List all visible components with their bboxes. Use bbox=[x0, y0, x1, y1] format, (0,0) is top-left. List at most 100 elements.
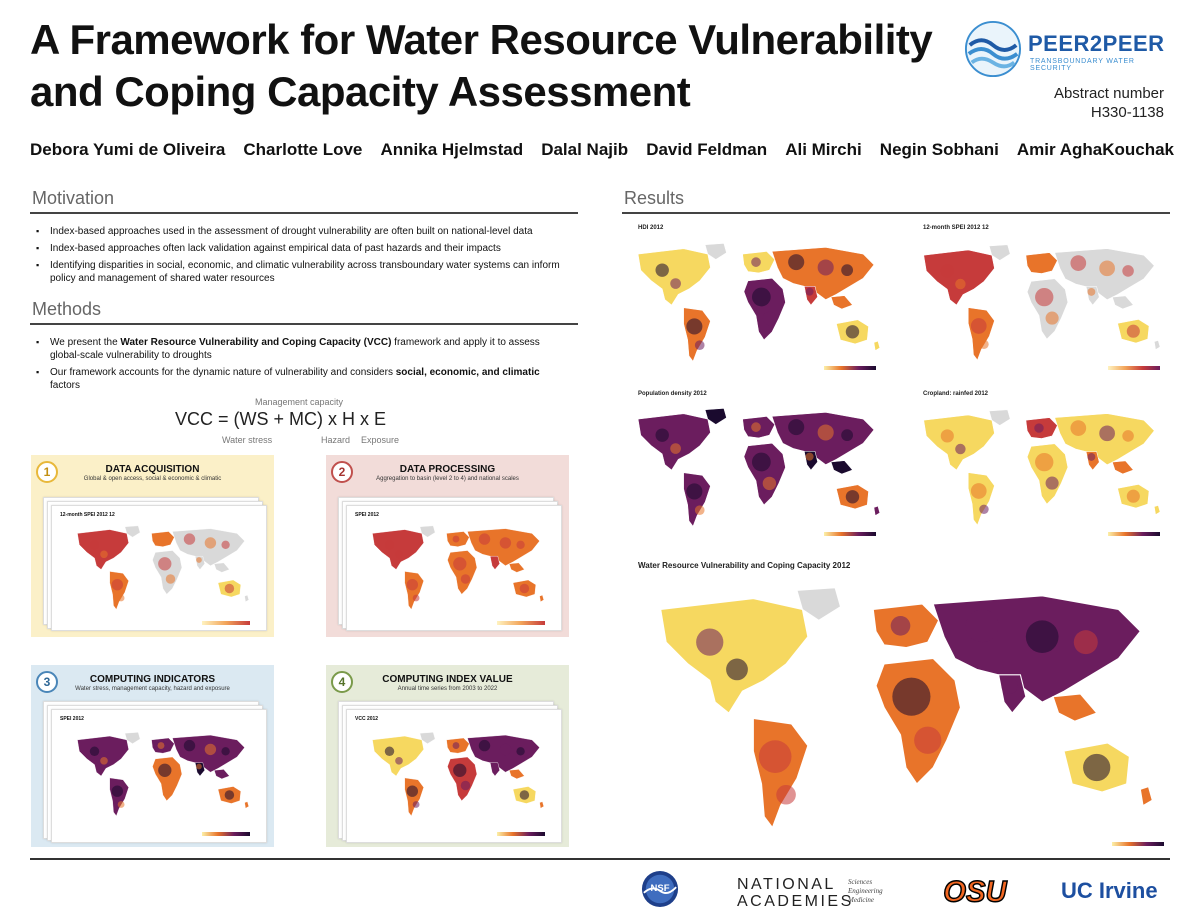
map-sheet: VCC 2012 bbox=[346, 709, 562, 843]
map-value-patch bbox=[670, 278, 681, 289]
map-value-patch bbox=[158, 763, 172, 777]
map-value-patch bbox=[1070, 255, 1087, 271]
water-wave-icon bbox=[964, 20, 1022, 78]
map-value-patch bbox=[955, 443, 966, 455]
map-value-patch bbox=[845, 325, 860, 339]
map-value-patch bbox=[762, 476, 777, 491]
map-value-patch bbox=[491, 763, 497, 770]
landmass-shape bbox=[988, 244, 1011, 261]
color-legend bbox=[1112, 842, 1164, 846]
title-line-2: and Coping Capacity Assessment bbox=[30, 68, 691, 115]
map-value-patch bbox=[1034, 423, 1044, 433]
svg-text:NSF: NSF bbox=[651, 883, 670, 894]
map-value-patch bbox=[499, 743, 512, 756]
landmass-shape bbox=[1139, 785, 1153, 807]
abstract-number: Abstract number H330-1138 bbox=[1054, 84, 1164, 122]
author: Debora Yumi de Oliveira bbox=[30, 140, 226, 159]
author: Annika Hjelmstad bbox=[380, 140, 524, 159]
equation-label-hazard: Hazard bbox=[321, 435, 351, 445]
author: Negin Sobhani bbox=[879, 140, 999, 159]
world-map-indicators bbox=[77, 732, 250, 817]
landmass-shape bbox=[1052, 693, 1098, 722]
color-legend bbox=[202, 832, 250, 836]
landmass-shape bbox=[683, 307, 711, 362]
step-number: 1 bbox=[36, 461, 58, 483]
map-value-patch bbox=[519, 583, 530, 594]
bullet-item: Our framework accounts for the dynamic n… bbox=[32, 366, 562, 392]
methods-heading: Methods bbox=[32, 299, 102, 319]
world-map-spei bbox=[923, 244, 1161, 361]
step-title: COMPUTING INDEX VALUE bbox=[382, 674, 513, 685]
step-number: 3 bbox=[36, 671, 58, 693]
nsf-logo: NSF bbox=[641, 870, 679, 908]
map-value-patch bbox=[758, 740, 792, 773]
map-value-patch bbox=[453, 557, 467, 571]
landmass-shape bbox=[875, 657, 962, 785]
landmass-shape bbox=[244, 594, 250, 603]
map-value-patch bbox=[655, 263, 669, 277]
map-value-patch bbox=[788, 254, 805, 271]
landmass-shape bbox=[109, 777, 129, 817]
abstract-value: H330-1138 bbox=[1090, 104, 1164, 121]
map-value-patch bbox=[1099, 425, 1115, 442]
map-value-patch bbox=[776, 784, 796, 805]
map-value-patch bbox=[499, 537, 512, 549]
map-value-patch bbox=[384, 746, 395, 757]
title-line-1: A Framework for Water Resource Vulnerabi… bbox=[30, 16, 933, 63]
landmass-shape bbox=[1026, 278, 1069, 340]
landmass-shape bbox=[539, 594, 545, 603]
map-value-patch bbox=[406, 785, 418, 797]
map-value-patch bbox=[478, 739, 491, 752]
map-value-patch bbox=[805, 287, 814, 296]
map-label: HDI 2012 bbox=[638, 225, 664, 231]
map-value-patch bbox=[412, 801, 420, 808]
map-value-patch bbox=[165, 574, 176, 584]
map-value-patch bbox=[914, 726, 942, 754]
world-map-hdi bbox=[637, 243, 881, 362]
author: Ali Mirchi bbox=[785, 140, 862, 159]
color-legend bbox=[497, 621, 545, 625]
map-value-patch bbox=[751, 257, 761, 267]
bullet-item: Index-based approaches used in the asses… bbox=[32, 225, 577, 238]
map-value-patch bbox=[111, 785, 123, 797]
map-value-patch bbox=[100, 757, 108, 765]
map-label: Population density 2012 bbox=[638, 391, 707, 397]
world-map-vcc-2012 bbox=[660, 587, 1153, 829]
landmass-shape bbox=[743, 277, 786, 341]
landmass-shape bbox=[213, 769, 230, 780]
world-map-vcc bbox=[372, 732, 545, 817]
poster-title: A Framework for Water Resource Vulnerabi… bbox=[30, 14, 950, 118]
step-number: 4 bbox=[331, 671, 353, 693]
map-value-patch bbox=[452, 535, 460, 543]
map-value-patch bbox=[751, 452, 771, 472]
landmass-shape bbox=[873, 340, 881, 351]
color-legend bbox=[824, 366, 876, 370]
step-panel-data-processing: 2 DATA PROCESSING Aggregation to basin (… bbox=[326, 455, 569, 637]
map-value-patch bbox=[1122, 430, 1134, 442]
map-value-patch bbox=[940, 429, 954, 443]
landmass-shape bbox=[447, 756, 478, 801]
peer2peer-logo: PEER2PEER TRANSBOUNDARY WATER SECURITY bbox=[964, 20, 1174, 80]
map-value-patch bbox=[196, 557, 202, 563]
map-value-patch bbox=[1073, 630, 1098, 655]
world-map-population-density bbox=[637, 408, 881, 527]
map-value-patch bbox=[519, 790, 530, 800]
map-value-patch bbox=[694, 340, 705, 351]
map-value-patch bbox=[395, 757, 403, 765]
map-value-patch bbox=[478, 533, 491, 545]
landmass-shape bbox=[419, 525, 436, 538]
map-label: 12-month SPEI 2012 12 bbox=[923, 225, 989, 231]
map-value-patch bbox=[670, 443, 681, 454]
landmass-shape bbox=[830, 460, 853, 475]
landmass-shape bbox=[873, 505, 881, 516]
map-value-patch bbox=[751, 422, 761, 432]
map-value-patch bbox=[1122, 265, 1134, 277]
svg-text:OSU: OSU bbox=[943, 877, 1007, 909]
equation-label-exposure: Exposure bbox=[361, 435, 400, 445]
map-value-patch bbox=[686, 483, 703, 500]
map-value-patch bbox=[970, 318, 987, 334]
color-legend bbox=[202, 621, 250, 625]
logo-name: PEER2PEER bbox=[1028, 31, 1165, 56]
landmass-shape bbox=[923, 414, 995, 471]
landmass-shape bbox=[923, 249, 995, 306]
